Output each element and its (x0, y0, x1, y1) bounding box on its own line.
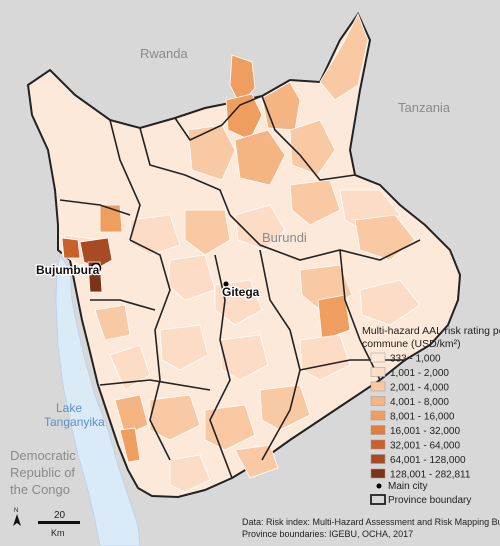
credit-line-1: Data: Risk index: Multi-Hazard Assessmen… (242, 517, 500, 527)
legend-label-4: 8,001 - 16,000 (390, 412, 455, 423)
scale-bar: 20 Km (38, 510, 80, 538)
legend-label-2: 2,001 - 4,000 (390, 383, 449, 394)
legend-label-7: 64,001 - 128,000 (390, 455, 466, 466)
legend-swatch-1 (370, 367, 386, 377)
legend-swatch-7 (370, 454, 386, 464)
lake-tanganyika (55, 253, 141, 546)
credit-line-2: Province boundaries: IGEBU, OCHA, 2017 (242, 529, 413, 539)
city-dot-gitega (223, 281, 229, 287)
legend-swatch-8 (370, 468, 386, 479)
label-rwanda: Rwanda (140, 46, 188, 61)
legend-label-3: 4,001 - 8,000 (390, 397, 449, 408)
legend-swatch-0 (370, 352, 386, 363)
label-drc-3: the Congo (10, 482, 70, 497)
north-label: N (14, 508, 18, 514)
label-lake-1: Lake (56, 401, 82, 415)
legend-swatch-4 (370, 410, 386, 421)
city-dot-bujumbura-center (94, 266, 98, 270)
legend-title-2: commune (USD/km²) (362, 338, 461, 350)
scale-unit: Km (51, 528, 65, 538)
scale-bar-icon (38, 521, 80, 524)
legend-main-city-icon (376, 483, 382, 489)
legend: Multi-hazard AAL risk rating per commune… (362, 325, 500, 506)
label-gitega: Gitega (222, 285, 260, 299)
legend-swatch-6 (370, 439, 386, 450)
label-drc-1: Democratic (10, 448, 76, 463)
commune-fills (61, 13, 421, 493)
legend-province-boundary: Province boundary (388, 495, 471, 506)
label-tanzania: Tanzania (398, 100, 451, 115)
legend-label-1: 1,001 - 2,000 (390, 368, 449, 379)
north-arrow: N (13, 508, 21, 526)
legend-title-1: Multi-hazard AAL risk rating per (362, 325, 500, 337)
scale-label: 20 (54, 510, 66, 521)
legend-label-6: 32,001 - 64,000 (390, 441, 460, 452)
north-arrow-icon (13, 514, 21, 526)
legend-label-8: 128,001 - 282,811 (390, 470, 471, 481)
legend-label-0: 333 - 1,000 (390, 354, 441, 365)
label-drc-2: Republic of (10, 465, 75, 480)
legend-label-5: 16,001 - 32,000 (390, 426, 460, 437)
legend-swatch-3 (370, 396, 386, 406)
label-lake-2: Tanganyika (44, 415, 105, 429)
province-boundaries (59, 95, 421, 479)
legend-swatch-5 (370, 425, 386, 435)
legend-province-icon (370, 494, 386, 505)
legend-swatch-2 (370, 381, 386, 392)
legend-main-city: Main city (388, 481, 427, 492)
label-burundi: Burundi (262, 230, 307, 245)
label-bujumbura: Bujumbura (36, 263, 100, 277)
